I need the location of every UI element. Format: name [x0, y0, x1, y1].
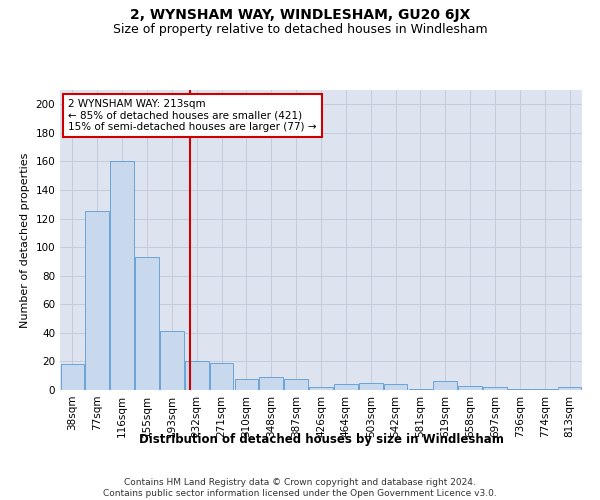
Text: Distribution of detached houses by size in Windlesham: Distribution of detached houses by size … — [139, 432, 503, 446]
Text: 2, WYNSHAM WAY, WINDLESHAM, GU20 6JX: 2, WYNSHAM WAY, WINDLESHAM, GU20 6JX — [130, 8, 470, 22]
Bar — [359, 383, 383, 390]
Bar — [85, 212, 109, 390]
Bar — [309, 387, 333, 390]
Bar — [409, 388, 432, 390]
Bar — [483, 387, 507, 390]
Bar — [433, 382, 457, 390]
Text: Contains HM Land Registry data © Crown copyright and database right 2024.
Contai: Contains HM Land Registry data © Crown c… — [103, 478, 497, 498]
Bar — [334, 384, 358, 390]
Bar — [61, 364, 84, 390]
Bar — [259, 377, 283, 390]
Text: Size of property relative to detached houses in Windlesham: Size of property relative to detached ho… — [113, 22, 487, 36]
Bar — [235, 378, 258, 390]
Bar — [508, 388, 532, 390]
Bar — [384, 384, 407, 390]
Bar — [210, 363, 233, 390]
Bar — [458, 386, 482, 390]
Bar — [558, 387, 581, 390]
Bar — [533, 388, 557, 390]
Text: 2 WYNSHAM WAY: 213sqm
← 85% of detached houses are smaller (421)
15% of semi-det: 2 WYNSHAM WAY: 213sqm ← 85% of detached … — [68, 99, 316, 132]
Y-axis label: Number of detached properties: Number of detached properties — [20, 152, 30, 328]
Bar — [110, 162, 134, 390]
Bar — [185, 362, 209, 390]
Bar — [160, 332, 184, 390]
Bar — [284, 378, 308, 390]
Bar — [135, 257, 159, 390]
